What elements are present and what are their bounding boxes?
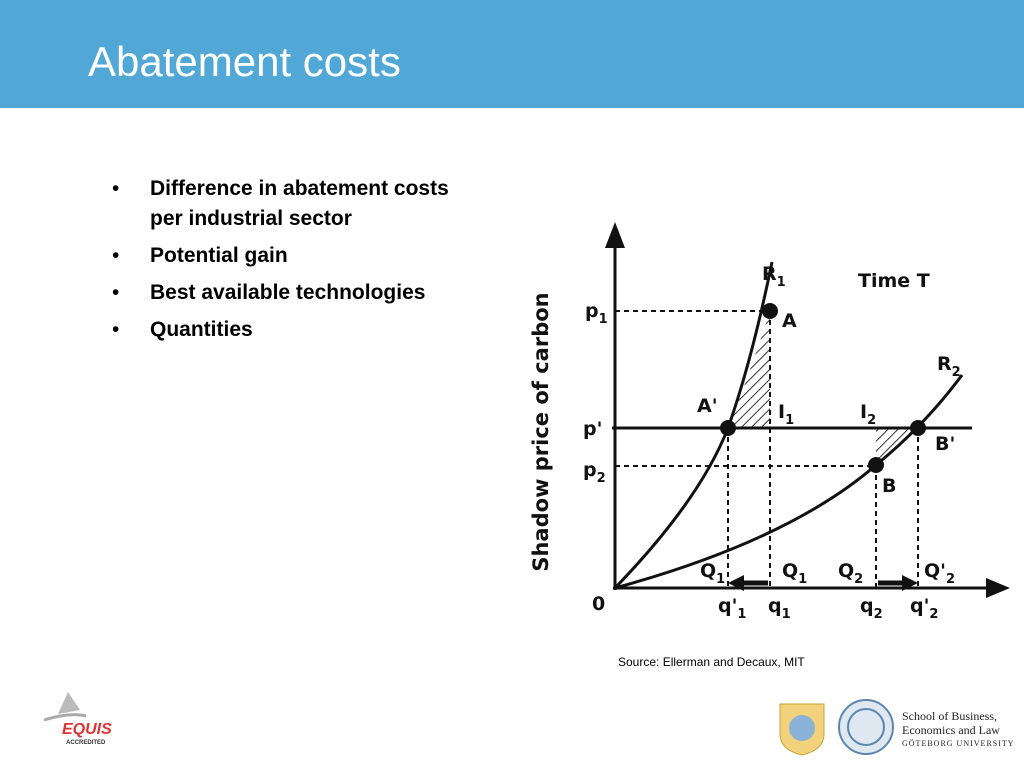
label-main: R — [937, 353, 952, 375]
label-main: A' — [697, 395, 718, 417]
diagram-label: B' — [935, 433, 955, 455]
label-main: B' — [935, 433, 955, 455]
label-main: Q — [782, 560, 798, 582]
bullet-list: Difference in abatement costs per indust… — [112, 174, 452, 352]
label-main: A — [782, 310, 797, 332]
label-main: p — [585, 300, 599, 322]
label-main: R — [762, 263, 777, 285]
arrow-head — [986, 578, 1010, 598]
label-subscript: 1 — [716, 572, 725, 587]
label-main: p' — [583, 418, 602, 440]
label-main: I — [778, 401, 785, 423]
label-subscript: 2 — [952, 365, 961, 380]
logo-text: ACCREDITED — [66, 740, 106, 746]
point-b — [868, 457, 884, 473]
label-subscript: 1 — [798, 572, 807, 587]
equis-logo: EQUIS ACCREDITED — [43, 692, 112, 746]
bullet: Potential gain — [112, 241, 452, 271]
diagram-label: R1 — [762, 263, 786, 290]
diagram-label: Time T — [858, 270, 930, 292]
diagram-label: Q2 — [838, 560, 863, 587]
diagram-label: I1 — [778, 401, 794, 428]
label-main: q' — [910, 595, 929, 617]
diagram-label: q2 — [860, 595, 883, 622]
label-subscript: 1 — [785, 413, 794, 428]
label-main: I — [860, 401, 867, 423]
label-main: Q' — [924, 560, 946, 582]
slide-title: Abatement costs — [88, 38, 401, 85]
label-main: p — [583, 459, 597, 481]
diagram-label: A — [782, 310, 797, 332]
source-note: Source: Ellerman and Decaux, MIT — [618, 655, 805, 669]
logo-text: EQUIS — [62, 721, 112, 738]
diagram-label: p2 — [583, 459, 606, 486]
diagram-label: Q'2 — [924, 560, 955, 587]
label-subscript: 2 — [597, 471, 606, 486]
diagram-label: B — [882, 475, 896, 497]
label-subscript: 1 — [599, 312, 608, 327]
y-axis-label: Shadow price of carbon — [529, 292, 553, 571]
diagram-label: I2 — [860, 401, 876, 428]
label-main: q — [860, 595, 874, 617]
diagram-label: 0 — [592, 593, 605, 615]
diagram-label: A' — [697, 395, 718, 417]
university-logos: School of Business, Economics and Law GÖ… — [779, 699, 1013, 756]
label-main: q' — [718, 595, 737, 617]
arrow-head — [728, 575, 744, 591]
label-subscript: 1 — [782, 607, 791, 622]
label-main: Q — [700, 560, 716, 582]
diagram-label: p1 — [585, 300, 608, 327]
diagram-label: Q1 — [700, 560, 725, 587]
diagram-label: p' — [583, 418, 602, 440]
point-a — [762, 303, 778, 319]
hatched-area — [728, 311, 770, 428]
label-main: Q — [838, 560, 854, 582]
logo-text: Economics and Law — [902, 723, 1000, 737]
label-main: 0 — [592, 593, 605, 615]
label-main: B — [882, 475, 896, 497]
curve-r2 — [614, 374, 964, 590]
header-band — [0, 0, 1024, 108]
diagram-label: q1 — [768, 595, 791, 622]
bullet: Quantities — [112, 315, 452, 345]
label-main: q — [768, 595, 782, 617]
arrow-head — [902, 575, 918, 591]
bullet: Difference in abatement costs per indust… — [112, 174, 452, 234]
diagram-label: q'1 — [718, 595, 746, 622]
label-subscript: 2 — [946, 572, 955, 587]
label-subscript: 2 — [874, 607, 883, 622]
label-subscript: 1 — [777, 275, 786, 290]
label-subscript: 2 — [867, 413, 876, 428]
label-subscript: 2 — [929, 607, 938, 622]
label-main: Time T — [858, 270, 930, 292]
point-b-prime — [910, 420, 926, 436]
label-subscript: 1 — [737, 607, 746, 622]
logo-text: GÖTEBORG UNIVERSITY — [902, 739, 1013, 748]
diagram-label: R2 — [937, 353, 961, 380]
logo-text: School of Business, — [902, 709, 997, 723]
diagram-label: Q1 — [782, 560, 807, 587]
bullet: Best available technologies — [112, 278, 452, 308]
diagram-label: q'2 — [910, 595, 938, 622]
label-subscript: 2 — [854, 572, 863, 587]
arrow-head — [605, 222, 625, 248]
point-a-prime — [720, 420, 736, 436]
